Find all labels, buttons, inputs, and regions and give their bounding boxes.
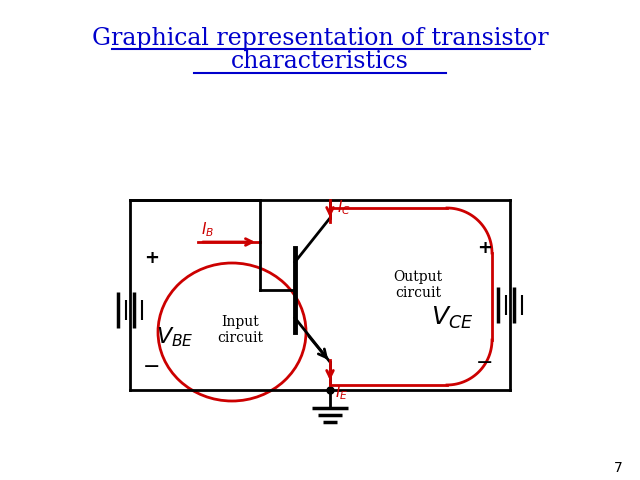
Text: +: +: [145, 249, 159, 267]
Text: 7: 7: [614, 461, 622, 475]
Text: −: −: [143, 357, 161, 377]
Text: Input
circuit: Input circuit: [217, 315, 263, 345]
Text: $I_B$: $I_B$: [202, 221, 214, 240]
Text: −: −: [476, 353, 493, 373]
Text: $I_E$: $I_E$: [335, 384, 349, 402]
Text: $I_C$: $I_C$: [337, 199, 351, 217]
Text: Output
circuit: Output circuit: [394, 270, 443, 300]
Text: Graphical representation of transistor: Graphical representation of transistor: [92, 26, 548, 49]
Text: characteristics: characteristics: [231, 50, 409, 73]
Text: $V_{BE}$: $V_{BE}$: [156, 325, 194, 349]
Text: $V_{CE}$: $V_{CE}$: [431, 305, 473, 331]
Text: +: +: [477, 239, 493, 257]
